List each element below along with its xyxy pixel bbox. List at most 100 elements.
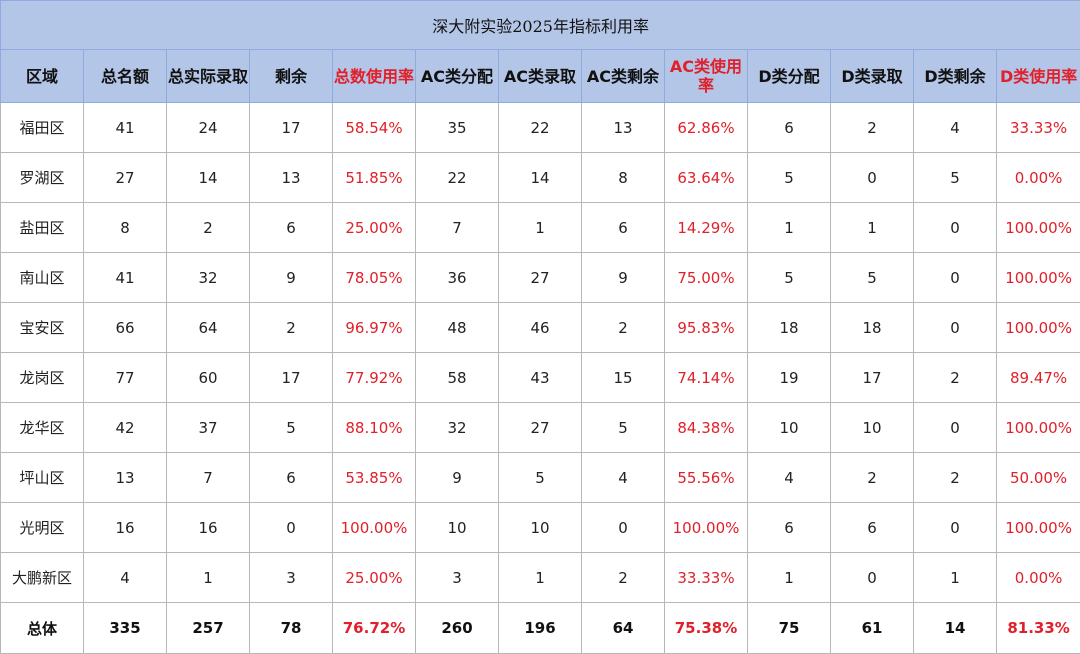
cell-ac-remaining: 15 [582,353,665,403]
cell-d-allocated: 6 [748,503,831,553]
cell-ac-usage-rate: 62.86% [665,103,748,153]
cell-total-quota: 41 [84,253,167,303]
cell-d-usage-rate: 100.00% [997,203,1080,253]
cell-region: 盐田区 [1,203,84,253]
cell-ac-allocated: 48 [416,303,499,353]
cell-total-quota: 16 [84,503,167,553]
cell-d-usage-rate: 0.00% [997,553,1080,603]
cell-ac-allocated: 22 [416,153,499,203]
cell-d-usage-rate: 100.00% [997,303,1080,353]
cell-total-quota: 41 [84,103,167,153]
cell-total-quota: 8 [84,203,167,253]
total-cell-d-allocated: 75 [748,603,831,654]
cell-d-remaining: 0 [914,403,997,453]
cell-remaining: 3 [250,553,333,603]
cell-ac-admitted: 10 [499,503,582,553]
cell-region: 坪山区 [1,453,84,503]
cell-ac-allocated: 7 [416,203,499,253]
cell-ac-remaining: 9 [582,253,665,303]
table-title: 深大附实验2025年指标利用率 [1,1,1080,50]
cell-d-admitted: 10 [831,403,914,453]
cell-ac-usage-rate: 75.00% [665,253,748,303]
cell-region: 福田区 [1,103,84,153]
cell-ac-remaining: 0 [582,503,665,553]
cell-ac-usage-rate: 33.33% [665,553,748,603]
cell-d-allocated: 4 [748,453,831,503]
total-cell-remaining: 78 [250,603,333,654]
cell-d-admitted: 17 [831,353,914,403]
cell-region: 光明区 [1,503,84,553]
cell-total-usage-rate: 77.92% [333,353,416,403]
cell-d-remaining: 0 [914,253,997,303]
cell-d-remaining: 0 [914,503,997,553]
column-header-total-usage-rate: 总数使用率 [333,50,416,103]
cell-remaining: 5 [250,403,333,453]
cell-total-admitted: 1 [167,553,250,603]
cell-ac-admitted: 1 [499,553,582,603]
cell-total-admitted: 37 [167,403,250,453]
cell-total-quota: 66 [84,303,167,353]
cell-d-allocated: 5 [748,153,831,203]
total-cell-d-admitted: 61 [831,603,914,654]
cell-total-admitted: 14 [167,153,250,203]
cell-d-usage-rate: 0.00% [997,153,1080,203]
cell-region: 大鹏新区 [1,553,84,603]
cell-ac-remaining: 8 [582,153,665,203]
cell-total-usage-rate: 25.00% [333,553,416,603]
cell-d-admitted: 18 [831,303,914,353]
cell-d-admitted: 2 [831,103,914,153]
cell-total-usage-rate: 78.05% [333,253,416,303]
cell-total-admitted: 24 [167,103,250,153]
cell-total-usage-rate: 58.54% [333,103,416,153]
cell-ac-remaining: 6 [582,203,665,253]
cell-d-admitted: 5 [831,253,914,303]
cell-ac-usage-rate: 74.14% [665,353,748,403]
cell-d-usage-rate: 89.47% [997,353,1080,403]
cell-remaining: 2 [250,303,333,353]
cell-d-usage-rate: 100.00% [997,253,1080,303]
cell-total-quota: 77 [84,353,167,403]
cell-d-allocated: 5 [748,253,831,303]
cell-total-quota: 4 [84,553,167,603]
cell-ac-allocated: 32 [416,403,499,453]
cell-total-usage-rate: 25.00% [333,203,416,253]
cell-ac-usage-rate: 55.56% [665,453,748,503]
cell-ac-allocated: 36 [416,253,499,303]
cell-region: 南山区 [1,253,84,303]
column-header-ac-usage-rate: AC类使用率 [665,50,748,103]
cell-d-remaining: 0 [914,303,997,353]
cell-d-admitted: 2 [831,453,914,503]
cell-ac-remaining: 2 [582,553,665,603]
total-cell-total-usage-rate: 76.72% [333,603,416,654]
cell-ac-remaining: 4 [582,453,665,503]
cell-d-admitted: 6 [831,503,914,553]
cell-ac-allocated: 3 [416,553,499,603]
column-header-remaining: 剩余 [250,50,333,103]
cell-ac-admitted: 46 [499,303,582,353]
column-header-d-usage-rate: D类使用率 [997,50,1080,103]
total-cell-ac-remaining: 64 [582,603,665,654]
cell-remaining: 13 [250,153,333,203]
cell-total-admitted: 7 [167,453,250,503]
cell-ac-admitted: 27 [499,403,582,453]
total-cell-total-admitted: 257 [167,603,250,654]
cell-d-remaining: 1 [914,553,997,603]
cell-d-usage-rate: 100.00% [997,403,1080,453]
cell-d-admitted: 1 [831,203,914,253]
cell-ac-remaining: 2 [582,303,665,353]
cell-d-remaining: 4 [914,103,997,153]
cell-d-usage-rate: 33.33% [997,103,1080,153]
cell-d-remaining: 2 [914,353,997,403]
column-header-d-admitted: D类录取 [831,50,914,103]
cell-d-allocated: 1 [748,553,831,603]
cell-ac-admitted: 43 [499,353,582,403]
cell-ac-usage-rate: 63.64% [665,153,748,203]
